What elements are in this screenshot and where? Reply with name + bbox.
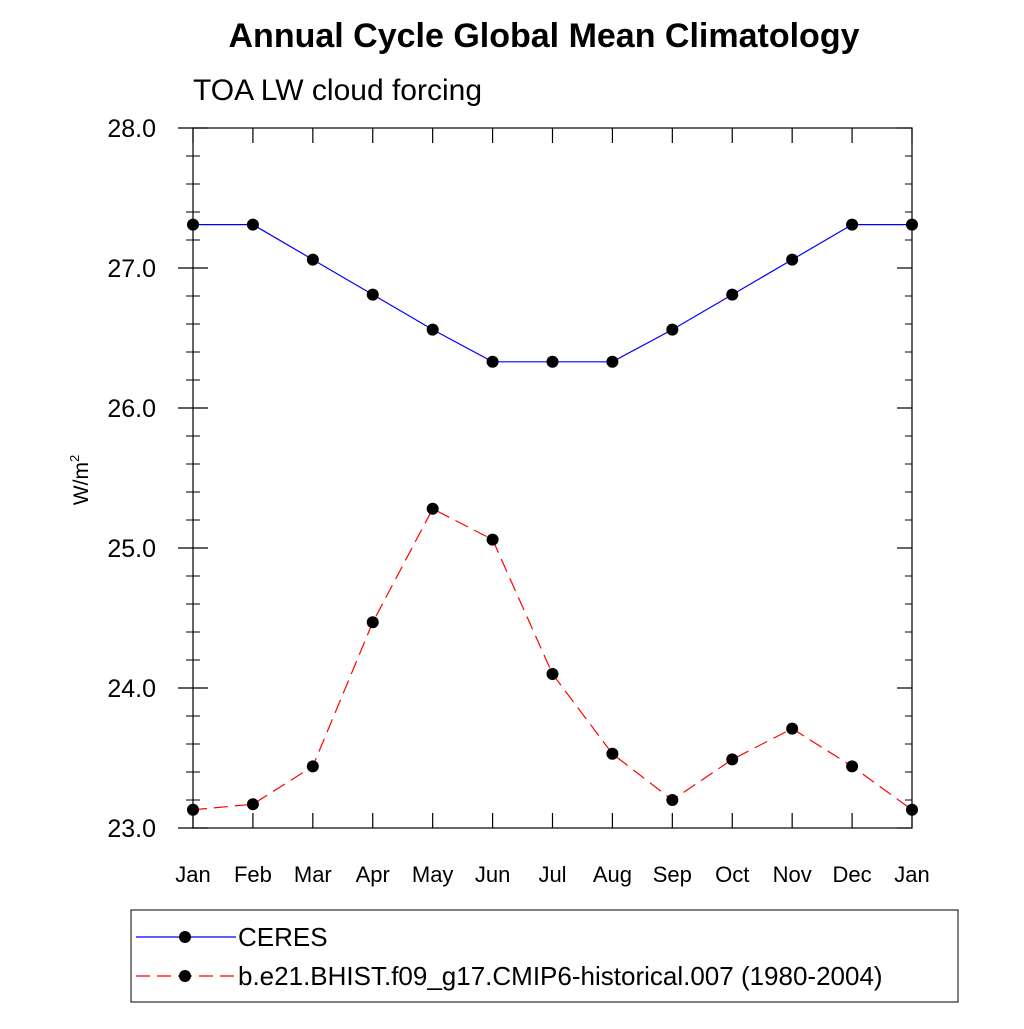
x-tick-label: Aug [593, 862, 632, 887]
series-line-1 [193, 224, 912, 363]
y-tick-label: 28.0 [107, 115, 156, 143]
data-point-series-2 [606, 747, 619, 760]
data-point-series-1 [426, 323, 439, 336]
data-point-series-2 [426, 502, 439, 515]
svg-text:W/m2: W/m2 [67, 455, 93, 505]
data-point-series-1 [666, 323, 679, 336]
y-tick-label: 25.0 [107, 535, 156, 563]
x-tick-label: Mar [294, 862, 332, 887]
series-layer [187, 218, 918, 816]
y-axis-label-text: W/m [70, 462, 93, 505]
data-point-series-2 [726, 753, 739, 766]
data-point-series-1 [366, 288, 379, 301]
legend: CERES b.e21.BHIST.f09_g17.CMIP6-historica… [130, 909, 959, 1003]
x-tick-label: Oct [715, 862, 749, 887]
legend-swatch-marker [179, 970, 191, 982]
data-point-series-2 [486, 533, 499, 546]
x-tick-label: Nov [773, 862, 812, 887]
y-tick-label: 24.0 [107, 675, 156, 703]
plot-frame [192, 127, 913, 829]
data-point-series-2 [546, 668, 559, 680]
data-point-series-1 [306, 253, 319, 266]
data-point-series-1 [606, 355, 619, 368]
y-tick-labels: 23.0 24.0 25.0 26.0 27.0 28.0 [107, 115, 156, 843]
x-tick-labels: Jan Feb Mar Apr May Jun Jul Aug Sep Oct Nov Dec Jan [175, 862, 929, 887]
data-point-series-2 [246, 798, 259, 811]
y-tick-label: 26.0 [107, 395, 156, 423]
x-tick-label: May [412, 862, 454, 887]
data-point-series-2 [906, 803, 918, 816]
y-axis-label-superscript: 2 [67, 455, 82, 462]
data-point-series-2 [666, 794, 679, 806]
data-point-series-2 [846, 760, 859, 773]
legend-entry-1: CERES [136, 922, 328, 952]
data-point-series-2 [306, 760, 319, 773]
data-point-series-1 [906, 218, 918, 231]
chart-title: Annual Cycle Global Mean Climatology [229, 17, 860, 55]
data-point-series-2 [786, 722, 799, 735]
data-point-series-1 [246, 218, 259, 231]
data-point-series-1 [846, 218, 859, 231]
data-point-series-1 [187, 218, 199, 231]
data-point-series-1 [546, 355, 559, 368]
x-tick-label: Jan [175, 862, 210, 887]
x-tick-label: Jun [475, 862, 510, 887]
x-tick-label: Jul [538, 862, 566, 887]
legend-label: b.e21.BHIST.f09_g17.CMIP6-historical.007… [238, 961, 883, 991]
legend-swatch-marker [179, 931, 191, 943]
x-tick-label: Jan [894, 862, 929, 887]
x-tick-label: Dec [833, 862, 872, 887]
x-tick-label: Feb [234, 862, 272, 887]
legend-entry-2: b.e21.BHIST.f09_g17.CMIP6-historical.007… [136, 961, 883, 991]
legend-label: CERES [238, 922, 328, 952]
x-tick-label: Apr [356, 862, 390, 887]
y-axis-label: W/m2 [67, 455, 93, 505]
y-tick-label: 27.0 [107, 255, 156, 283]
data-point-series-1 [486, 355, 499, 368]
data-point-series-2 [366, 616, 379, 629]
data-point-series-1 [786, 253, 799, 266]
legend-entries: CERES b.e21.BHIST.f09_g17.CMIP6-historica… [136, 922, 883, 991]
chart-subtitle: TOA LW cloud forcing [193, 74, 482, 107]
series-line-2 [192, 507, 913, 811]
y-tick-label: 23.0 [107, 815, 156, 843]
data-point-series-1 [726, 288, 739, 301]
axis-ticks [178, 127, 913, 829]
legend-frame [130, 909, 959, 1003]
x-tick-label: Sep [653, 862, 692, 887]
data-point-series-2 [187, 803, 199, 816]
